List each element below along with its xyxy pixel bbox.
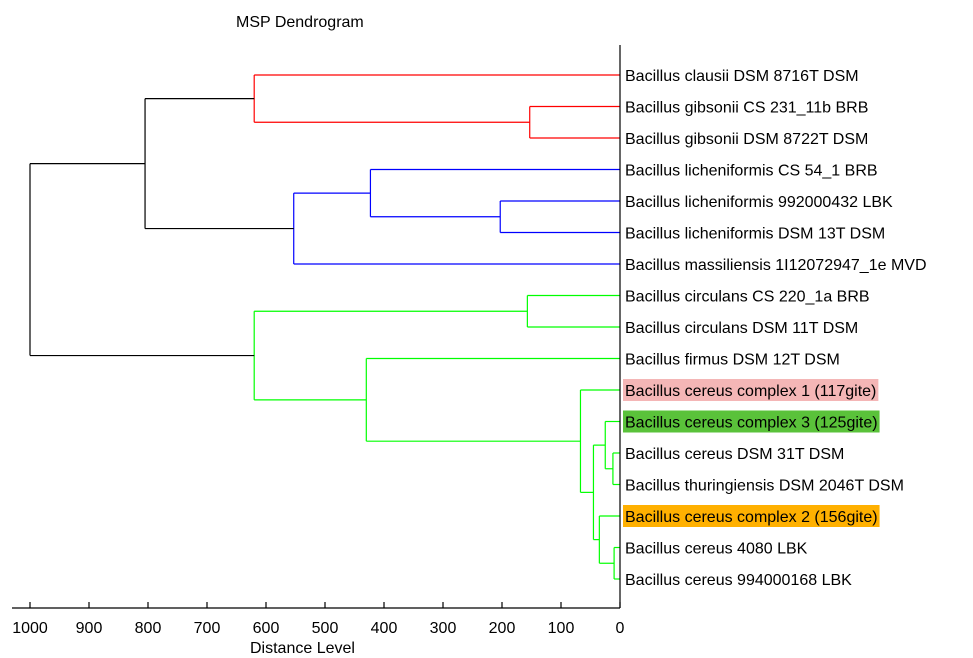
x-tick-label-600: 600: [253, 620, 280, 637]
leaf-label-0: Bacillus clausii DSM 8716T DSM: [625, 68, 859, 85]
svg-text:Bacillus licheniformis DSM 13T: Bacillus licheniformis DSM 13T DSM: [625, 226, 885, 243]
leaf-label-4: Bacillus licheniformis 992000432 LBK: [625, 194, 893, 211]
merge-link-4: [293, 192, 620, 265]
svg-text:Bacillus cereus 4080 LBK: Bacillus cereus 4080 LBK: [625, 541, 808, 558]
leaf-label-12: Bacillus cereus DSM 31T DSM: [625, 446, 844, 463]
merge-link-14: [253, 310, 528, 401]
leaf-label-10: Bacillus cereus complex 1 (117gite): [623, 379, 879, 401]
leaf-highlight-10: [623, 379, 879, 401]
merge-link-2: [499, 200, 620, 234]
x-tick-label-800: 800: [135, 620, 162, 637]
svg-text:Bacillus cereus DSM 31T DSM: Bacillus cereus DSM 31T DSM: [625, 446, 844, 463]
svg-text:Bacillus circulans CS 220_1a B: Bacillus circulans CS 220_1a BRB: [625, 289, 870, 306]
svg-text:Bacillus clausii DSM 8716T DSM: Bacillus clausii DSM 8716T DSM: [625, 68, 859, 85]
x-tick-label-200: 200: [489, 620, 516, 637]
leaf-label-6: Bacillus massiliensis 1I12072947_1e MVD: [625, 257, 927, 274]
leaf-label-16: Bacillus cereus 994000168 LBK: [625, 572, 852, 589]
x-tick-label-100: 100: [548, 620, 575, 637]
merge-link-3: [369, 168, 620, 218]
leaf-label-8: Bacillus circulans DSM 11T DSM: [625, 320, 858, 337]
x-tick-label-1000: 1000: [12, 620, 48, 637]
svg-text:Bacillus firmus DSM 12T DSM: Bacillus firmus DSM 12T DSM: [625, 352, 840, 369]
leaf-label-7: Bacillus circulans CS 220_1a BRB: [625, 289, 870, 306]
merge-link-15: [29, 162, 255, 357]
svg-text:Bacillus cereus complex 1 (117: Bacillus cereus complex 1 (117gite): [625, 383, 876, 400]
svg-text:Bacillus gibsonii DSM 8722T DS: Bacillus gibsonii DSM 8722T DSM: [625, 131, 868, 148]
leaf-highlight-11: [623, 410, 880, 433]
x-tick-label-500: 500: [312, 620, 339, 637]
svg-text:Bacillus cereus complex 3 (125: Bacillus cereus complex 3 (125gite): [625, 415, 878, 432]
merge-link-1: [253, 74, 620, 123]
leaf-label-15: Bacillus cereus 4080 LBK: [625, 541, 808, 558]
svg-text:Bacillus licheniformis CS 54_1: Bacillus licheniformis CS 54_1 BRB: [625, 163, 878, 180]
svg-text:Bacillus massiliensis 1I120729: Bacillus massiliensis 1I12072947_1e MVD: [625, 257, 927, 274]
x-axis-label: Distance Level: [250, 640, 355, 657]
leaf-label-5: Bacillus licheniformis DSM 13T DSM: [625, 226, 885, 243]
x-tick-label-400: 400: [371, 620, 398, 637]
merge-link-5: [144, 98, 294, 230]
leaf-label-13: Bacillus thuringiensis DSM 2046T DSM: [625, 478, 904, 495]
merge-link-6: [526, 294, 620, 328]
svg-text:Bacillus cereus 994000168 LBK: Bacillus cereus 994000168 LBK: [625, 572, 852, 589]
leaf-labels: Bacillus clausii DSM 8716T DSM Bacillus g…: [623, 68, 927, 589]
merge-link-13: [365, 357, 620, 442]
leaf-highlight-14: [623, 505, 880, 527]
merge-link-7: [612, 452, 620, 486]
axes: 1000 900 800 700 600 500 400 300 200 100 0: [12, 45, 625, 637]
svg-text:Bacillus thuringiensis DSM 204: Bacillus thuringiensis DSM 2046T DSM: [625, 478, 904, 495]
x-tick-label-900: 900: [76, 620, 103, 637]
merge-link-9: [613, 546, 620, 580]
leaf-label-2: Bacillus gibsonii DSM 8722T DSM: [625, 131, 868, 148]
x-tick-label-300: 300: [430, 620, 457, 637]
leaf-label-1: Bacillus gibsonii CS 231_11b BRB: [625, 100, 868, 117]
merge-link-0: [529, 105, 620, 139]
svg-text:Bacillus circulans DSM 11T DSM: Bacillus circulans DSM 11T DSM: [625, 320, 858, 337]
leaf-label-9: Bacillus firmus DSM 12T DSM: [625, 352, 840, 369]
chart-title: MSP Dendrogram: [236, 14, 364, 31]
x-tick-label-0: 0: [616, 620, 625, 637]
merge-link-10: [598, 515, 620, 564]
leaf-label-11: Bacillus cereus complex 3 (125gite): [623, 410, 880, 433]
dendrogram-branches: [29, 74, 620, 580]
svg-text:Bacillus licheniformis 9920004: Bacillus licheniformis 992000432 LBK: [625, 194, 893, 211]
leaf-label-3: Bacillus licheniformis CS 54_1 BRB: [625, 163, 878, 180]
svg-text:Bacillus gibsonii CS 231_11b B: Bacillus gibsonii CS 231_11b BRB: [625, 100, 868, 117]
x-tick-label-700: 700: [194, 620, 221, 637]
svg-text:Bacillus cereus complex 2 (156: Bacillus cereus complex 2 (156gite): [625, 509, 878, 526]
leaf-label-14: Bacillus cereus complex 2 (156gite): [623, 505, 880, 527]
merge-link-12: [579, 389, 620, 493]
